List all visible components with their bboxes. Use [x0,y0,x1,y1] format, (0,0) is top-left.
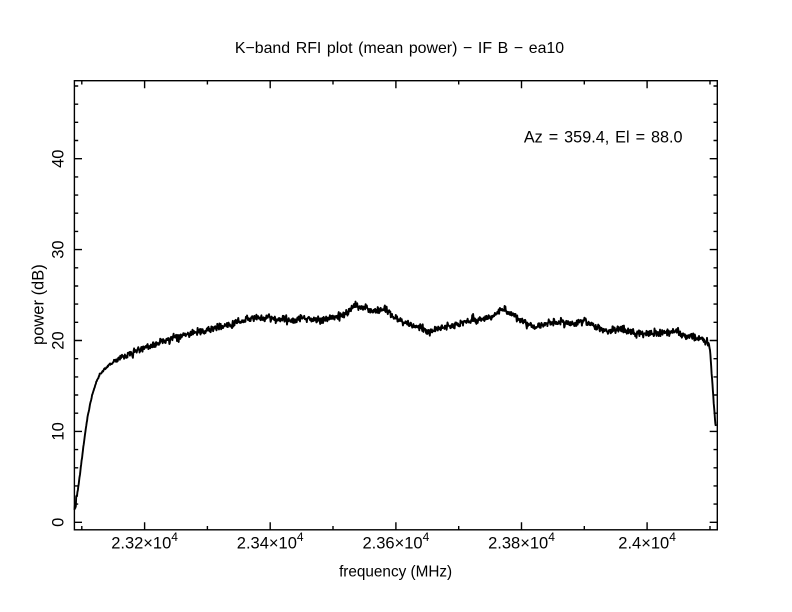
svg-text:30: 30 [50,240,68,258]
svg-text:2.38×104: 2.38×104 [488,530,555,553]
svg-text:40: 40 [50,150,68,168]
svg-text:10: 10 [50,422,68,440]
svg-text:K−band RFI plot (mean power) −: K−band RFI plot (mean power) − IF B − ea… [235,40,564,57]
svg-text:2.4×104: 2.4×104 [618,530,676,553]
svg-text:frequency (MHz): frequency (MHz) [339,564,452,581]
svg-text:0: 0 [50,518,68,527]
svg-text:Az = 359.4, El = 88.0: Az = 359.4, El = 88.0 [524,129,683,147]
svg-text:20: 20 [50,331,68,349]
svg-text:2.32×104: 2.32×104 [111,530,178,553]
svg-text:2.34×104: 2.34×104 [237,530,304,553]
svg-text:2.36×104: 2.36×104 [363,530,430,553]
svg-text:power (dB): power (dB) [30,264,48,345]
